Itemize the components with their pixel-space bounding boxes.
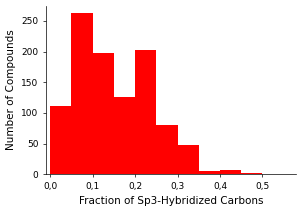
Bar	[93, 53, 114, 174]
Bar	[50, 106, 72, 174]
Bar	[199, 171, 220, 174]
Bar	[114, 97, 135, 174]
X-axis label: Fraction of Sp3-Hybridized Carbons: Fraction of Sp3-Hybridized Carbons	[79, 197, 263, 206]
Bar	[178, 145, 199, 174]
Bar	[241, 173, 262, 174]
Bar	[135, 50, 156, 174]
Bar	[72, 13, 93, 174]
Bar	[156, 125, 178, 174]
Bar	[220, 170, 241, 174]
Y-axis label: Number of Compounds: Number of Compounds	[5, 29, 16, 150]
